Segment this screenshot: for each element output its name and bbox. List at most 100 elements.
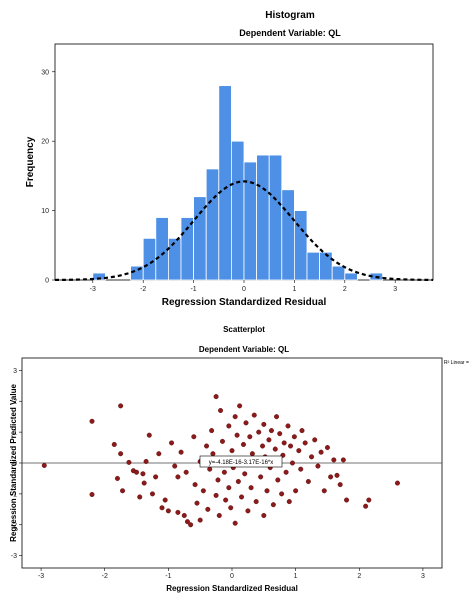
histogram-bar: [306, 251, 320, 281]
scatter-point: [156, 451, 162, 457]
scatter-point: [175, 474, 181, 480]
scatter-point: [111, 441, 117, 447]
scatterplot-fit-label: y=-4.18E-16-3.17E-16*x: [209, 460, 274, 466]
scatter-point: [279, 491, 285, 497]
scatter-point: [181, 513, 187, 519]
scatter-point: [226, 485, 232, 491]
histogram-normal-curve: [54, 180, 434, 282]
scatter-point: [172, 463, 178, 469]
scatterplot-y-tick-label: -3: [11, 553, 17, 560]
scatterplot-subtitle: Dependent Variable: QL: [199, 345, 289, 354]
scatter-point: [293, 488, 299, 494]
histogram-bar: [331, 265, 346, 281]
scatterplot-title: Scatterplot: [223, 325, 265, 334]
scatter-point: [268, 428, 274, 434]
scatterplot-legend-text: R² Linear =: [444, 360, 469, 366]
scatter-point: [120, 488, 126, 494]
scatter-point: [178, 449, 184, 455]
scatter-point: [302, 440, 308, 446]
scatterplot-y-ticks: -3 -2 -1 0 1 2 3: [11, 368, 22, 560]
histogram-bar: [92, 272, 106, 281]
scatterplot-x-tick-label: 1: [294, 573, 298, 580]
scatterplot-x-tick-label: -2: [102, 573, 108, 580]
scatter-point: [221, 469, 227, 475]
scatter-point: [118, 403, 124, 409]
scatter-point: [363, 503, 369, 509]
scatter-point: [312, 437, 318, 443]
scatter-point: [140, 471, 146, 477]
scatter-point: [213, 394, 219, 400]
histogram-y-tick-label: 20: [41, 139, 49, 146]
scatter-point: [242, 471, 248, 477]
scatter-point: [175, 509, 181, 515]
scatter-point: [240, 441, 246, 447]
scatter-point: [226, 423, 232, 429]
scatter-point: [89, 492, 95, 498]
histogram-title: Histogram: [265, 10, 315, 21]
scatter-point: [188, 522, 194, 528]
scatterplot-x-axis-label: Regression Standardized Residual: [166, 584, 298, 593]
scatter-point: [245, 508, 251, 514]
scatter-point: [261, 421, 267, 427]
scatter-point: [232, 520, 238, 526]
histogram-x-tick-label: 2: [343, 286, 347, 293]
histogram-bar: [218, 85, 232, 281]
scatter-point: [337, 482, 343, 488]
scatterplot-x-tick-label: 0: [230, 573, 234, 580]
scatter-point: [215, 477, 221, 483]
scatter-point: [286, 499, 292, 505]
scatter-point: [266, 437, 272, 443]
histogram-x-axis-label: Regression Standardized Residual: [162, 297, 327, 308]
scatterplot-y-tick-label: -1: [11, 491, 17, 498]
scatter-point: [169, 440, 175, 446]
scatter-point: [256, 429, 262, 435]
scatter-point: [235, 479, 241, 485]
scatter-point: [184, 519, 190, 525]
scatter-point: [251, 412, 257, 418]
histogram-bar: [230, 140, 245, 281]
scatterplot-x-tick-label: 2: [357, 573, 361, 580]
scatter-point: [89, 418, 95, 424]
scatter-point: [324, 445, 330, 451]
histogram-x-tick-label: 1: [292, 286, 296, 293]
histogram-x-tick-label: 3: [393, 286, 397, 293]
histogram-bar: [281, 189, 295, 281]
histogram-x-tick-label: -3: [90, 286, 96, 293]
scatter-point: [213, 492, 219, 498]
histogram-y-tick-label: 10: [41, 208, 49, 215]
scatter-point: [41, 462, 47, 468]
scatter-point: [340, 457, 346, 463]
scatter-point: [283, 469, 289, 475]
scatter-point: [219, 438, 225, 444]
histogram-bar: [142, 237, 157, 281]
scatter-point: [260, 443, 266, 449]
scatter-point: [296, 448, 302, 454]
scatterplot-plot: y=-4.18E-16-3.17E-16*x -3 -2 -1 0 1 2 3 -3 -2 -1…: [11, 357, 443, 580]
histogram-bar: [193, 196, 207, 281]
scatter-point: [197, 517, 203, 523]
scatter-point: [277, 431, 283, 437]
histogram-bar: [319, 251, 333, 281]
histogram-bars: [92, 85, 384, 281]
scatter-point: [232, 414, 238, 420]
histogram-subtitle: Dependent Variable: QL: [239, 28, 341, 38]
scatter-point: [264, 488, 270, 494]
scatter-point: [192, 482, 198, 488]
scatter-point: [141, 480, 147, 486]
histogram-y-tick-label: 0: [45, 278, 49, 285]
scatter-point: [237, 403, 243, 409]
scatter-point: [126, 459, 132, 465]
scatter-point: [270, 502, 276, 508]
scatter-point: [229, 448, 235, 454]
scatter-point: [328, 474, 334, 480]
scatter-point: [205, 506, 211, 512]
scatter-point: [275, 477, 281, 483]
histogram-x-tick-label: 0: [242, 286, 246, 293]
scatterplot-x-tick-label: -1: [165, 573, 171, 580]
scatter-point: [248, 485, 254, 491]
histogram-y-axis-label: Frequency: [25, 136, 36, 187]
scatterplot-points: [41, 394, 400, 528]
scatter-point: [239, 494, 245, 500]
scatter-point: [289, 460, 295, 466]
